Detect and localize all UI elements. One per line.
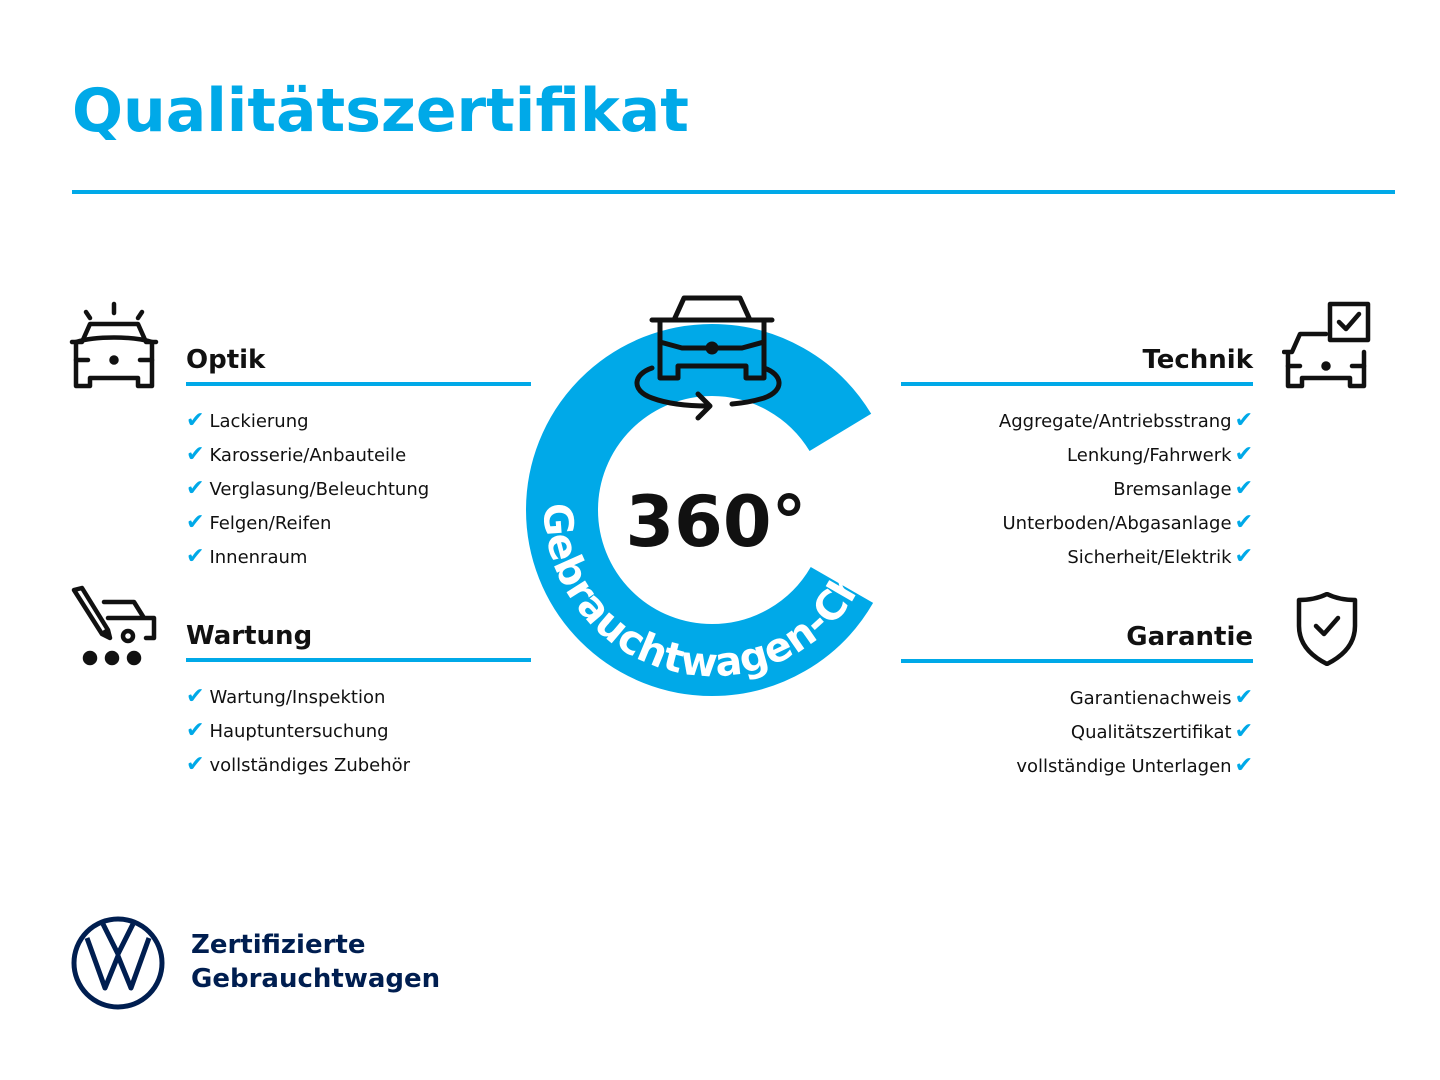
check-icon: ✔ — [1234, 510, 1253, 535]
check-icon: ✔ — [186, 408, 205, 433]
check-icon: ✔ — [186, 476, 205, 501]
check-icon: ✔ — [1234, 476, 1253, 501]
section-wartung: Wartung ✔ Wartung/Inspektion ✔ Hauptunters… — [186, 616, 531, 782]
list-item: Bremsanlage ✔ — [1113, 476, 1253, 501]
car-rotate-icon — [634, 295, 782, 421]
check-icon: ✔ — [186, 718, 205, 743]
car-checkbox-icon — [1282, 301, 1371, 389]
check-badge: 360° Gebrauchtwagen-Check — [526, 295, 898, 696]
list-item: ✔ Karosserie/Anbauteile — [186, 442, 407, 467]
check-icon: ✔ — [1234, 685, 1253, 710]
list-item: ✔ Innenraum — [186, 544, 308, 569]
badge-ring — [526, 324, 898, 696]
list-item: Aggregate/Antriebsstrang ✔ — [998, 408, 1253, 433]
list-item: Qualitätszertifikat ✔ — [1070, 719, 1253, 744]
check-icon: ✔ — [186, 544, 205, 569]
section-title: Technik — [1142, 345, 1253, 375]
section-divider — [901, 382, 1253, 386]
section-divider — [186, 658, 531, 662]
logo-line2: Gebrauchtwagen — [191, 964, 441, 994]
list-item: ✔ Felgen/Reifen — [186, 510, 332, 535]
car-lights-icon — [69, 301, 159, 389]
page-title: Qualitätszertifikat — [72, 76, 689, 146]
list-item: ✔ Wartung/Inspektion — [186, 684, 386, 709]
check-icon: ✔ — [1234, 719, 1253, 744]
list-item: ✔ Lackierung — [186, 408, 309, 433]
check-icon: ✔ — [1234, 408, 1253, 433]
section-divider — [901, 659, 1253, 663]
section-title: Wartung — [186, 621, 313, 651]
title-divider — [72, 190, 1395, 194]
list-item: Sicherheit/Elektrik ✔ — [1067, 544, 1253, 569]
list-item: vollständige Unterlagen ✔ — [1016, 753, 1253, 778]
section-garantie: Garantie Garantienachweis ✔ Qualitätszert… — [901, 617, 1253, 783]
logo-line1: Zertifizierte — [191, 930, 366, 960]
section-divider — [186, 382, 531, 386]
section-technik: Technik Aggregate/Antriebsstrang ✔ Lenkun… — [901, 340, 1253, 574]
check-icon: ✔ — [1234, 544, 1253, 569]
list-item: ✔ Hauptuntersuchung — [186, 718, 389, 743]
list-item: Unterboden/Abgasanlage ✔ — [1002, 510, 1253, 535]
vw-logo — [71, 916, 165, 1010]
list-item: Garantienachweis ✔ — [1069, 685, 1253, 710]
list-item: ✔ Verglasung/Beleuchtung — [186, 476, 430, 501]
check-icon: ✔ — [1234, 442, 1253, 467]
car-service-icon — [71, 585, 157, 666]
section-optik: Optik ✔ Lackierung ✔ Karosserie/Anbauteile… — [186, 340, 531, 574]
check-icon: ✔ — [1234, 753, 1253, 778]
check-icon: ✔ — [186, 510, 205, 535]
list-item: Lenkung/Fahrwerk ✔ — [1067, 442, 1253, 467]
logo-text: Zertifizierte Gebrauchtwagen — [191, 928, 440, 996]
section-title: Garantie — [1126, 622, 1253, 652]
check-icon: ✔ — [186, 684, 205, 709]
shield-check-icon — [1296, 592, 1358, 666]
list-item: ✔ vollständiges Zubehör — [186, 752, 411, 777]
section-title: Optik — [186, 345, 266, 375]
badge-number: 360° — [625, 481, 806, 563]
check-icon: ✔ — [186, 442, 205, 467]
check-icon: ✔ — [186, 752, 205, 777]
